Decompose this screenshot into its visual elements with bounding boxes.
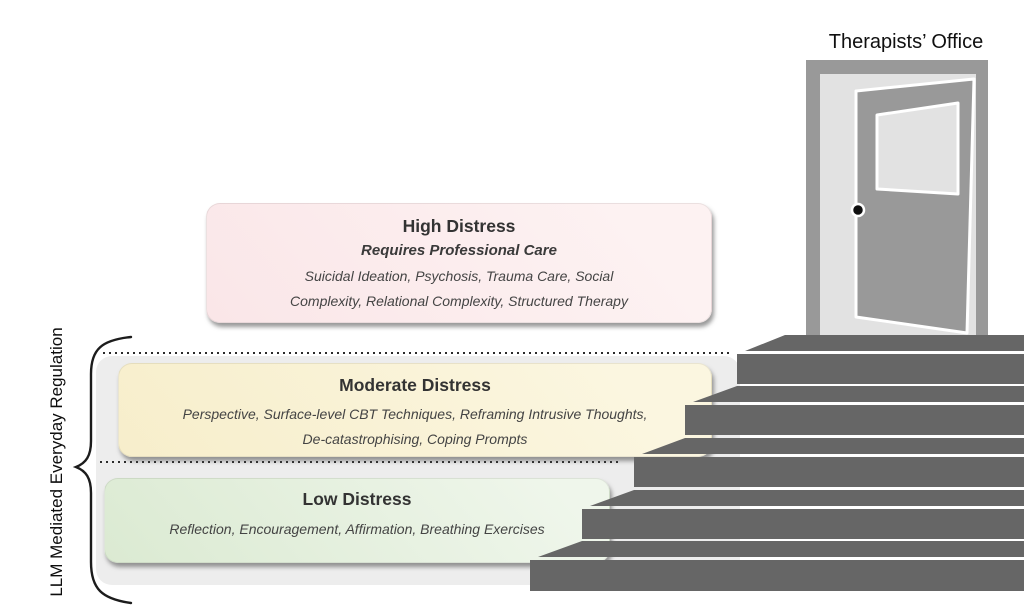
low-distress-items: Reflection, Encouragement, Affirmation, … — [105, 517, 609, 542]
side-label: LLM Mediated Everyday Regulation — [47, 327, 66, 597]
high-distress-title: High Distress — [402, 216, 516, 236]
moderate-distress-items: Perspective, Surface-level CBT Technique… — [119, 402, 711, 452]
high-distress-subtitle: Requires Professional Care — [361, 242, 557, 259]
low-distress-title: Low Distress — [302, 489, 412, 509]
moderate-distress-line-2: De-catastrophising, Coping Prompts — [302, 431, 528, 447]
high-distress-items: Suicidal Ideation, Psychosis, Trauma Car… — [207, 264, 711, 314]
high-distress-card: High Distress Requires Professional Care… — [206, 203, 712, 323]
moderate-distress-line-1: Perspective, Surface-level CBT Technique… — [182, 406, 648, 422]
low-distress-line-1: Reflection, Encouragement, Affirmation, … — [169, 521, 545, 537]
high-distress-line-2: Complexity, Relational Complexity, Struc… — [290, 293, 628, 309]
moderate-distress-title: Moderate Distress — [339, 375, 491, 395]
divider-high-moderate — [103, 352, 730, 354]
divider-moderate-low — [100, 461, 620, 463]
moderate-distress-card: Moderate Distress Perspective, Surface-l… — [118, 363, 712, 457]
door-label: Therapists’ Office — [828, 31, 984, 53]
high-distress-line-1: Suicidal Ideation, Psychosis, Trauma Car… — [304, 268, 614, 284]
low-distress-card: Low Distress Reflection, Encouragement, … — [104, 478, 610, 563]
